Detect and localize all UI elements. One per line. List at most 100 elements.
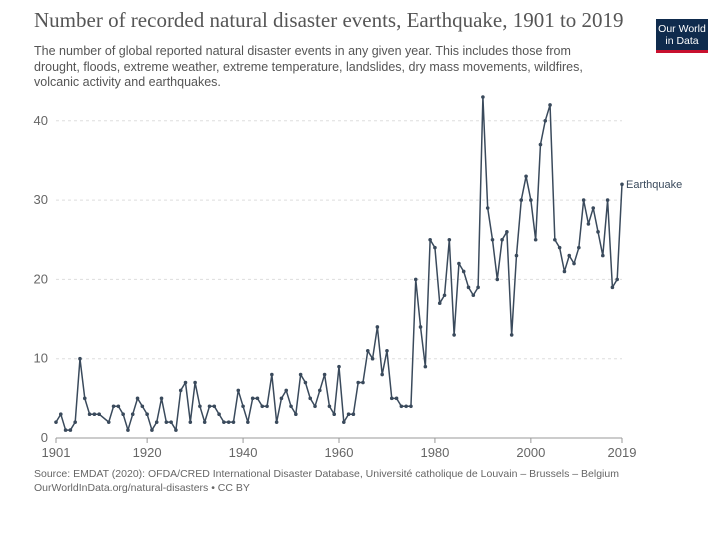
x-tick-label: 1920	[133, 445, 162, 460]
y-tick-label: 20	[34, 271, 48, 286]
data-point	[298, 372, 303, 377]
x-tick-label: 1980	[420, 445, 449, 460]
data-point	[509, 333, 514, 337]
data-point	[615, 277, 619, 282]
data-point	[68, 428, 73, 432]
data-point	[529, 198, 533, 202]
data-point	[279, 396, 284, 401]
data-point	[423, 364, 428, 369]
data-point	[130, 412, 135, 417]
data-point	[183, 380, 188, 385]
data-point	[538, 142, 543, 147]
data-point	[73, 420, 77, 424]
data-point	[265, 404, 269, 409]
data-point	[327, 404, 332, 409]
data-point	[466, 285, 471, 290]
data-point	[116, 404, 121, 409]
data-point	[236, 388, 241, 393]
data-point	[577, 245, 581, 250]
data-point	[457, 261, 461, 266]
data-point	[332, 412, 337, 417]
x-tick-label: 2019	[608, 445, 637, 460]
data-point	[92, 412, 97, 417]
data-point	[370, 356, 375, 361]
data-point	[413, 277, 418, 282]
data-point	[380, 372, 384, 377]
data-point	[63, 428, 68, 432]
data-point	[342, 420, 346, 424]
data-point	[620, 182, 624, 187]
data-point	[514, 253, 519, 258]
data-point	[294, 412, 298, 417]
data-point	[572, 261, 576, 266]
data-point	[385, 348, 389, 353]
data-point	[601, 253, 605, 258]
data-point	[231, 420, 236, 424]
data-point	[548, 103, 552, 107]
data-point	[375, 325, 380, 329]
data-point	[500, 237, 504, 242]
data-point	[303, 380, 308, 385]
data-point	[356, 380, 360, 385]
source-text: Source: EMDAT (2020): OFDA/CRED Internat…	[34, 468, 619, 480]
data-point	[557, 245, 562, 250]
data-point	[437, 301, 442, 305]
y-tick-label: 30	[34, 192, 48, 207]
data-point	[150, 428, 154, 432]
data-point	[586, 222, 591, 226]
data-point	[495, 277, 500, 282]
chart-title: Number of recorded natural disaster even…	[34, 8, 624, 32]
data-point	[476, 285, 480, 290]
owid-logo[interactable]: Our World in Data	[656, 19, 708, 53]
data-point	[145, 412, 149, 417]
data-point	[442, 293, 447, 298]
data-point	[140, 404, 145, 409]
series-label-earthquake: Earthquake	[626, 179, 682, 191]
data-point	[452, 333, 456, 337]
x-tick-label: 2000	[516, 445, 545, 460]
data-point	[605, 198, 610, 202]
series-line-earthquake	[55, 96, 623, 431]
data-point	[533, 237, 538, 242]
data-point	[346, 412, 351, 417]
license-text: OurWorldInData.org/natural-disasters • C…	[34, 482, 250, 494]
data-point	[126, 428, 130, 432]
data-point	[241, 404, 245, 409]
logo-line-2: in Data	[665, 34, 699, 47]
data-point	[87, 412, 92, 417]
data-point	[255, 396, 260, 401]
data-point	[207, 404, 212, 409]
data-point	[553, 237, 557, 242]
data-point	[591, 206, 596, 210]
data-point	[543, 119, 548, 123]
data-point	[260, 404, 265, 409]
data-point	[193, 380, 197, 385]
data-point	[562, 269, 567, 274]
data-point	[202, 420, 207, 424]
data-point	[322, 372, 327, 377]
data-point	[82, 396, 87, 401]
data-point	[337, 364, 341, 369]
data-point	[78, 356, 82, 361]
data-point	[59, 412, 63, 417]
data-point	[154, 420, 159, 424]
data-point	[581, 198, 586, 202]
data-point	[250, 396, 255, 401]
data-point	[188, 420, 193, 424]
data-point	[222, 420, 226, 424]
y-tick-label: 0	[41, 430, 48, 445]
data-point	[461, 269, 466, 274]
data-point	[610, 285, 615, 290]
data-point	[567, 253, 572, 258]
data-point	[428, 237, 432, 242]
data-point	[178, 388, 183, 393]
data-point	[481, 95, 485, 99]
data-point	[226, 420, 231, 424]
data-point	[174, 428, 178, 432]
data-point	[270, 372, 274, 377]
x-tick-label: 1901	[42, 445, 71, 460]
data-point	[212, 404, 217, 409]
data-point	[471, 293, 476, 298]
data-point	[106, 420, 111, 424]
